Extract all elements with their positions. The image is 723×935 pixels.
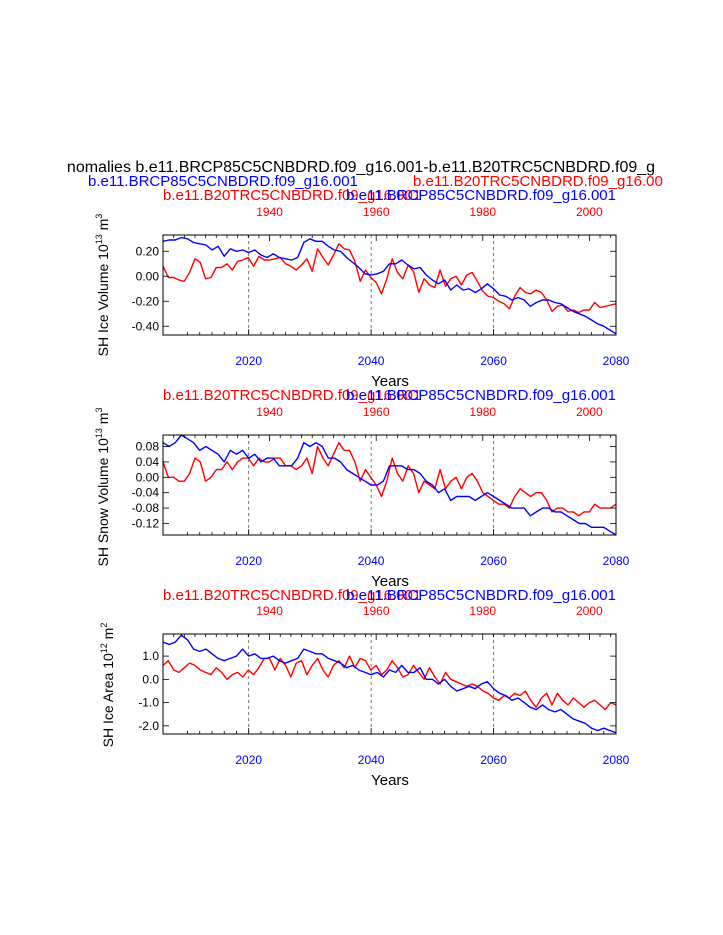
x-top-tick-label: 1940 — [256, 205, 283, 219]
x-top-tick-label: 1980 — [469, 405, 496, 419]
x-top-tick-label: 1960 — [363, 604, 390, 618]
historical-series-line — [162, 442, 617, 517]
top-series-label-blue: b.e11.BRCP85C5CNBDRD.f09_g16.001 — [346, 387, 616, 404]
y-tick-label: 0.20 — [136, 244, 160, 258]
top-series-label-red: b.e11.B20TRC5CNBDRD.f09_g16.001 — [163, 587, 421, 604]
y-tick-label: -0.40 — [132, 319, 160, 333]
x-axis-title: Years — [371, 772, 409, 789]
x-top-tick-label: 2000 — [576, 205, 603, 219]
y-tick-label: 1.0 — [142, 649, 159, 663]
future-series-line — [162, 434, 617, 536]
y-tick-label: -0.12 — [132, 516, 160, 530]
header-red-series-label: b.e11.B20TRC5CNBDRD.f09_g16.00 — [413, 173, 663, 190]
x-bottom-tick-label: 2060 — [480, 753, 507, 767]
x-top-tick-label: 1940 — [256, 405, 283, 419]
panel-sh-ice-area: b.e11.B20TRC5CNBDRD.f09_g16.001 b.e11.BR… — [99, 587, 630, 789]
panel-sh-snow-volume: b.e11.B20TRC5CNBDRD.f09_g16.001 b.e11.BR… — [94, 387, 630, 590]
historical-series-line — [162, 655, 617, 711]
y-tick-label: 0.04 — [136, 455, 160, 469]
x-bottom-tick-label: 2080 — [603, 554, 630, 568]
x-bottom-tick-label: 2040 — [358, 753, 385, 767]
plot-frame — [162, 234, 617, 336]
top-series-label-blue: b.e11.BRCP85C5CNBDRD.f09_g16.001 — [346, 187, 616, 204]
y-axis-title: SH Ice Area 1012 m2 — [99, 623, 116, 748]
y-tick-label: -2.0 — [138, 719, 159, 733]
y-tick-label: 0.0 — [142, 672, 159, 686]
x-top-tick-label: 2000 — [576, 604, 603, 618]
x-top-tick-label: 1960 — [363, 205, 390, 219]
y-tick-label: 0.00 — [136, 470, 160, 484]
x-top-tick-label: 2000 — [576, 405, 603, 419]
top-series-label-red: b.e11.B20TRC5CNBDRD.f09_g16.001 — [163, 187, 421, 204]
y-axis-title: SH Ice Volume 1013 m3 — [94, 214, 111, 357]
y-tick-label: -0.08 — [132, 501, 160, 515]
future-series-line — [162, 236, 617, 335]
x-top-tick-label: 1980 — [469, 205, 496, 219]
x-bottom-tick-label: 2020 — [235, 753, 262, 767]
top-series-label-blue: b.e11.BRCP85C5CNBDRD.f09_g16.001 — [346, 587, 616, 604]
header-blue-series-label: b.e11.BRCP85C5CNBDRD.f09_g16.001 — [88, 173, 358, 190]
x-bottom-tick-label: 2040 — [358, 354, 385, 368]
future-series-line — [162, 634, 617, 734]
x-bottom-tick-label: 2040 — [358, 554, 385, 568]
x-bottom-tick-label: 2020 — [235, 354, 262, 368]
panel-sh-ice-volume: b.e11.B20TRC5CNBDRD.f09_g16.001 b.e11.BR… — [94, 187, 630, 390]
x-top-tick-label: 1960 — [363, 405, 390, 419]
x-top-tick-label: 1980 — [469, 604, 496, 618]
x-bottom-tick-label: 2060 — [480, 554, 507, 568]
top-series-label-red: b.e11.B20TRC5CNBDRD.f09_g16.001 — [163, 387, 421, 404]
y-tick-label: -0.04 — [132, 486, 160, 500]
x-axis-title: Years — [371, 373, 409, 390]
x-bottom-tick-label: 2080 — [603, 354, 630, 368]
x-bottom-tick-label: 2060 — [480, 354, 507, 368]
plot-frame — [162, 633, 617, 735]
x-top-tick-label: 1940 — [256, 604, 283, 618]
page-title: nomalies b.e11.BRCP85C5CNBDRD.f09_g16.00… — [67, 159, 655, 176]
x-bottom-tick-label: 2080 — [603, 753, 630, 767]
y-tick-label: -1.0 — [138, 696, 159, 710]
plot-frame — [162, 434, 617, 536]
x-axis-title: Years — [371, 573, 409, 590]
y-tick-label: 0.00 — [136, 269, 160, 283]
historical-series-line — [162, 243, 617, 314]
x-bottom-tick-label: 2020 — [235, 554, 262, 568]
y-axis-title: SH Snow Volume 1013 m3 — [94, 408, 111, 567]
y-tick-label: -0.20 — [132, 294, 160, 308]
y-tick-label: 0.08 — [136, 440, 160, 454]
